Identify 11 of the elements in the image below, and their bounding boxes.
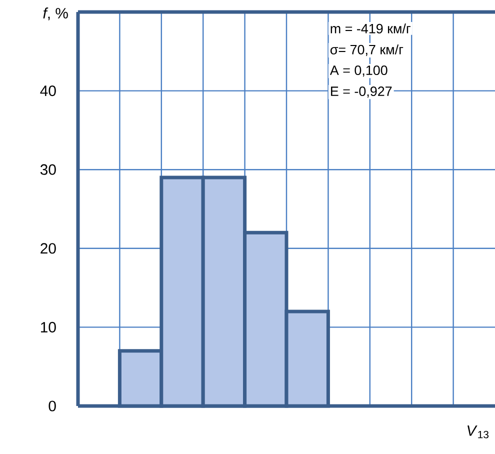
- y-tick-label: 10: [41, 322, 56, 332]
- annotation: A = 0,100: [330, 66, 388, 77]
- y-tick-label: 30: [40, 164, 56, 175]
- y-tick-label: 0: [48, 400, 56, 412]
- annotation: σ= 70,7 км/г: [330, 44, 404, 56]
- y-axis-title: f, %: [43, 8, 68, 20]
- annotation: E = -0,927: [331, 86, 392, 98]
- y-tick-label: 20: [40, 243, 56, 254]
- y-tick-label: 40: [40, 86, 56, 96]
- annotation: m = -419 км/г: [330, 24, 410, 34]
- x-axis-title: V$_{13}$: [468, 426, 489, 438]
